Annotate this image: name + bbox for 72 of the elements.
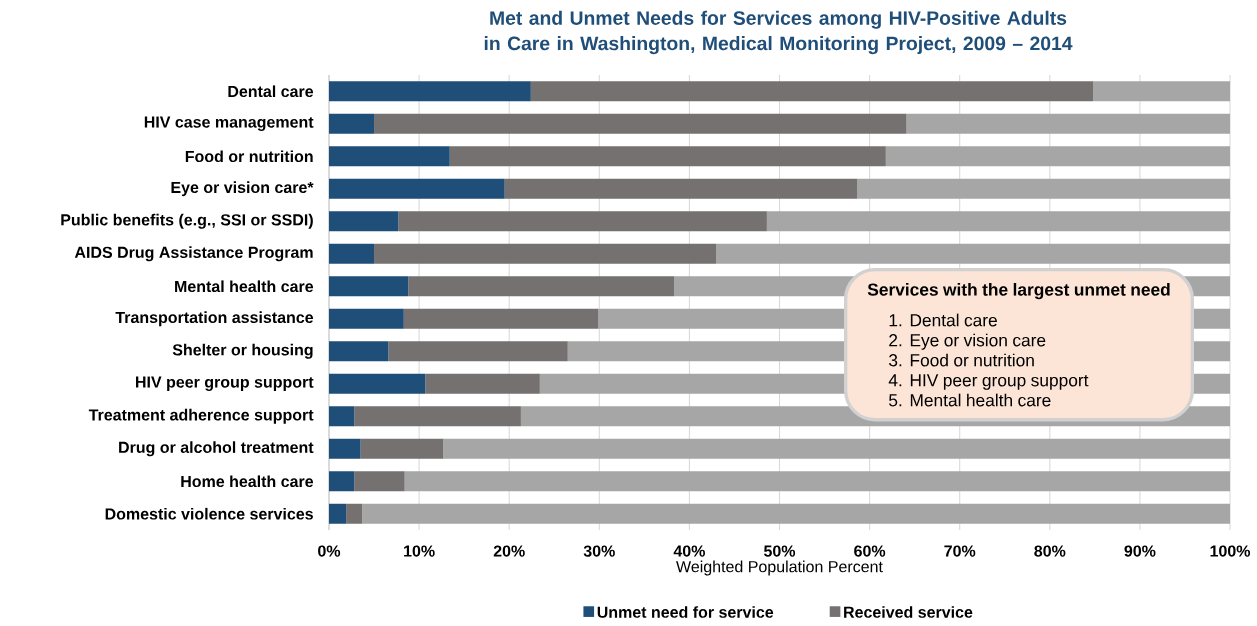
bar [404,471,1231,492]
annotation: Services with the largest unmet need [867,282,1170,300]
bar [329,341,389,362]
y-tick-label: Dental care [228,85,314,98]
bar [1093,81,1231,102]
bar [408,276,675,297]
bar [329,243,375,264]
x-tick-label: 70% [944,545,976,557]
bar [443,438,1231,459]
bar [374,243,717,264]
y-tick-label: Transportation assistance [115,311,314,327]
x-tick-label: 40% [673,545,705,557]
legend-label: Unmet need for service [597,606,774,618]
bar [329,113,375,134]
bar [374,113,907,134]
annotation: 3. Food or nutrition [889,353,1034,367]
y-tick-label: Drug or alcohol treatment [119,441,314,457]
x-tick-label: 100% [1210,545,1251,557]
annotation: 4. HIV peer group support [888,374,1089,390]
x-tick-label: 0% [318,545,341,557]
bar [856,178,1231,199]
bar [398,211,767,232]
y-tick-label: Domestic violence services [105,507,313,520]
x-axis-title: Weighted Population Percent [676,560,883,576]
bar [449,146,886,167]
bar [504,178,857,199]
bar [329,438,361,459]
bar [346,503,363,524]
bar [388,341,568,362]
x-tick-label: 10% [404,545,435,557]
bar [329,503,347,524]
bar [354,406,521,427]
y-tick-label: Mental health care [175,280,314,293]
x-tick-label: 20% [493,545,525,557]
bar [354,471,405,492]
bar [329,406,355,427]
x-tick-label: 80% [1034,545,1066,557]
bar [530,81,1094,102]
bar [329,471,355,492]
y-tick-label: HIV case management [144,116,314,131]
chart-title: Met and Unmet Needs for Services among HIV-Positive Adults in Care in Washington, Medical Monitoring Project, 2009 – 2014 [484,10,1073,55]
x-tick-label: 60% [854,545,886,557]
y-tick-label: AIDS Drug Assistance Program [74,246,313,262]
y-tick-label: Public benefits (e.g., SSI or SSDI) [61,213,313,229]
bar [716,243,1231,264]
x-tick-label: 50% [763,545,796,557]
y-tick-label: Treatment adherence support [88,408,314,424]
annotation: 5. Mental health care [889,393,1051,407]
bar [329,146,450,167]
bar [329,373,426,394]
bar [403,308,599,329]
y-tick-label: Shelter or housing [172,343,313,359]
x-tick-label: 30% [583,545,615,557]
y-tick-label: Home health care [181,475,314,488]
annotation: 2. Eye or vision care [889,333,1046,350]
x-tick-label: 90% [1124,545,1156,557]
bar [425,373,540,394]
bar [360,438,444,459]
annotation: 1. Dental care [889,313,997,327]
bar [329,178,505,199]
bar [329,308,404,329]
bar [362,503,1231,524]
y-tick-label: Eye or vision care* [171,181,314,197]
legend-label: Received service [844,606,973,618]
bar [329,211,399,232]
y-tick-label: Food or nutrition [185,150,313,163]
bar [329,81,531,102]
bar [766,211,1231,232]
bar [885,146,1231,167]
bar [906,113,1231,134]
y-tick-label: HIV peer group support [136,376,314,391]
bar [329,276,409,297]
